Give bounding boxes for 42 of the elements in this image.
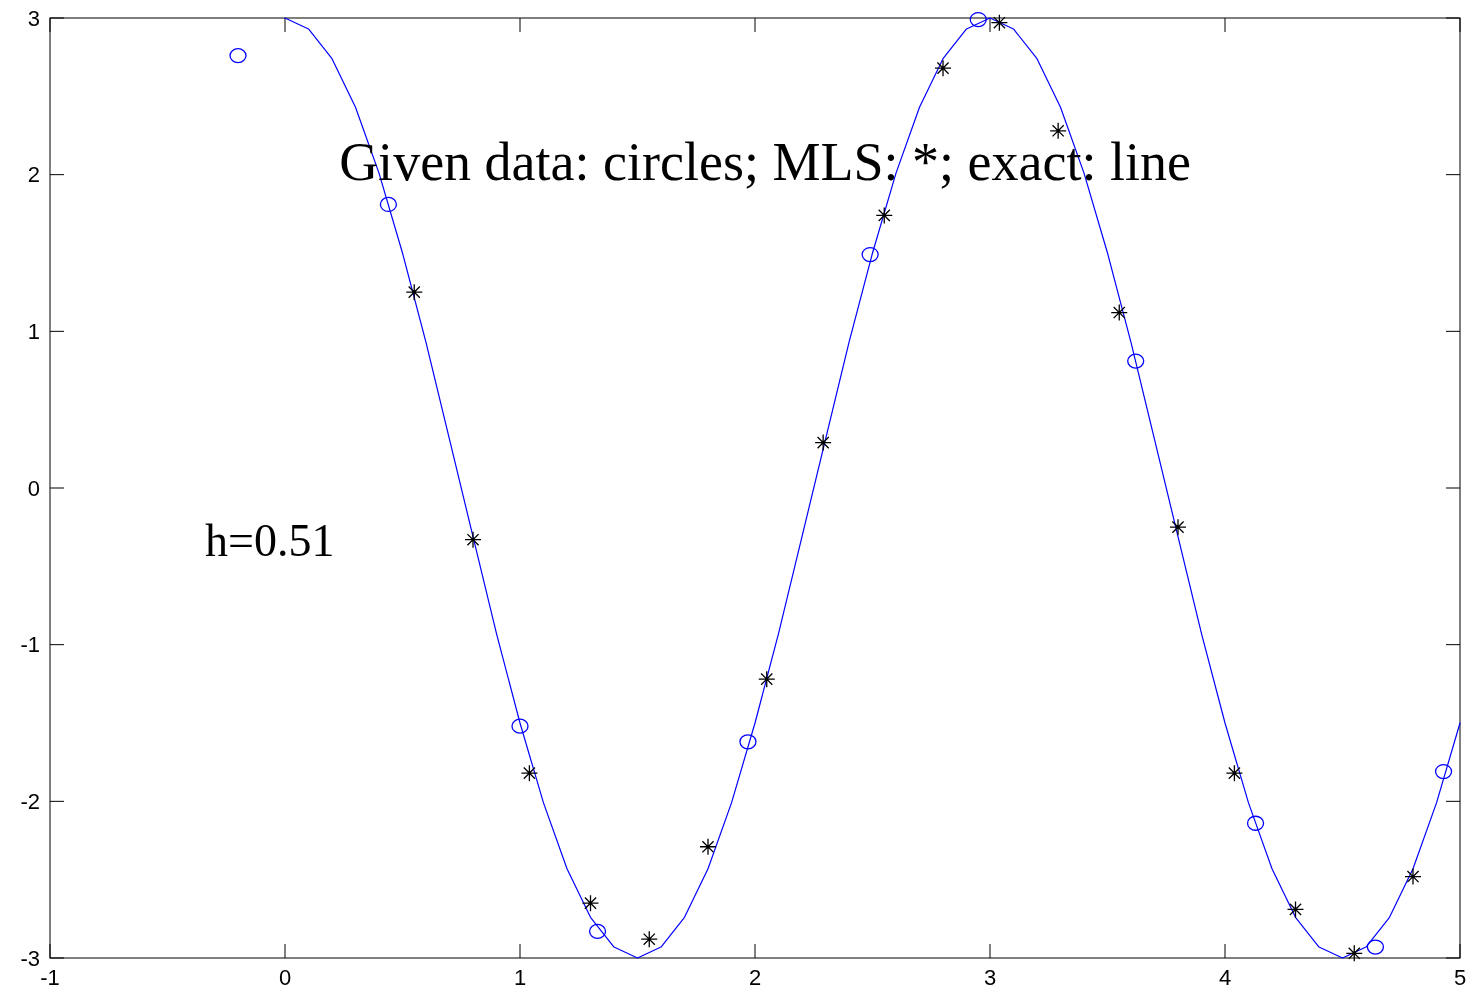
annotation: h=0.51 (205, 515, 335, 566)
point (758, 670, 776, 688)
point (379, 196, 398, 213)
point (814, 433, 832, 452)
point (581, 894, 600, 912)
point (229, 47, 247, 64)
y-tick-label: -1 (20, 632, 40, 658)
x-tick-label: 2 (748, 965, 762, 990)
point (969, 11, 987, 28)
y-tick-label: 3 (27, 5, 40, 31)
point (1127, 353, 1145, 369)
y-tick-label: -3 (20, 945, 40, 971)
point (1434, 763, 1453, 780)
point (990, 14, 1009, 32)
x-tick-label: 0 (278, 965, 292, 990)
point (739, 734, 757, 750)
point (1225, 764, 1244, 782)
y-tick-label: 0 (27, 475, 40, 501)
point (1110, 303, 1128, 322)
point (1366, 939, 1385, 955)
point (464, 531, 482, 549)
y-tick-label: 2 (27, 162, 40, 188)
x-tick-label: 4 (1218, 965, 1232, 990)
point (1404, 867, 1422, 886)
point (588, 923, 607, 940)
point (1345, 944, 1363, 962)
x-tick-label: 5 (1453, 965, 1467, 990)
point (640, 930, 658, 948)
x-tick-label: 3 (983, 965, 997, 990)
x-tick-label: 1 (513, 965, 527, 990)
point (875, 206, 893, 225)
point (520, 764, 539, 782)
point (511, 718, 529, 734)
point (934, 59, 952, 77)
point (1286, 900, 1305, 919)
point (405, 283, 423, 301)
point (699, 838, 717, 856)
point (1169, 518, 1187, 536)
y-tick-label: 1 (27, 319, 40, 345)
point (1246, 815, 1265, 831)
y-tick-label: -2 (20, 789, 40, 815)
point (861, 246, 879, 263)
